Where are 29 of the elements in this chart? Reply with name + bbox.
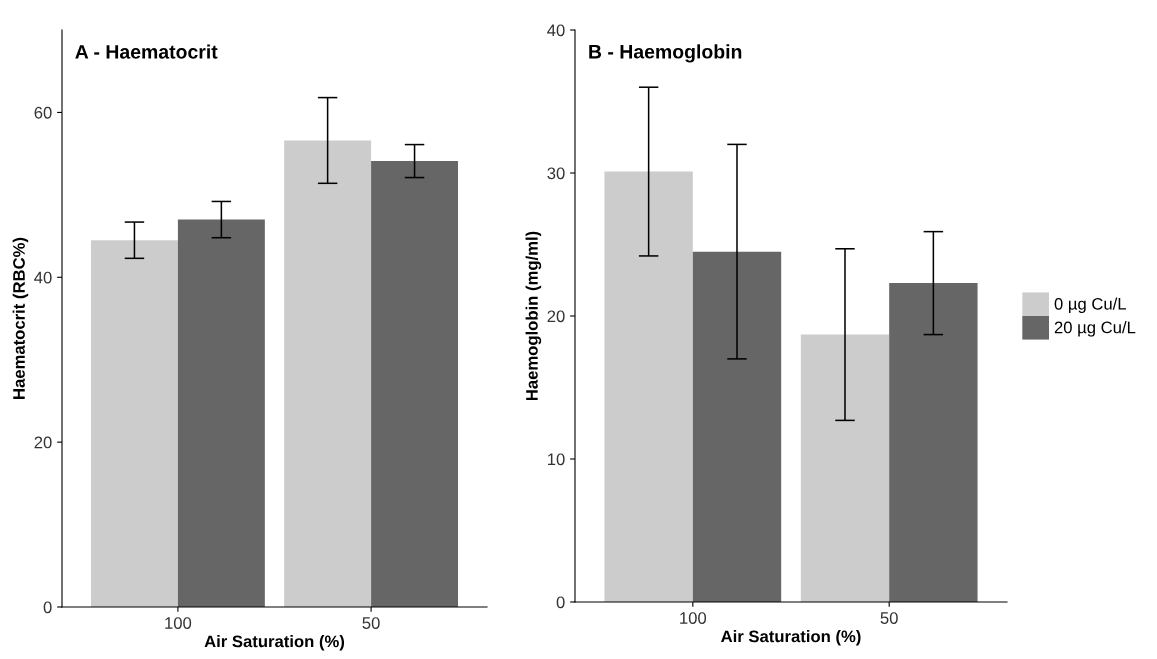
x-tick-label: 100: [165, 617, 192, 629]
x-tick-label: 100: [680, 612, 707, 624]
bar: [284, 140, 372, 607]
legend-label: 20 µg Cu/L: [1054, 321, 1136, 337]
y-tick-label: 60: [34, 106, 52, 119]
y-tick-label: 0: [43, 601, 52, 614]
x-axis-title: Air Saturation (%): [721, 630, 861, 646]
bar: [90, 240, 178, 607]
y-tick-label: 10: [548, 453, 565, 466]
y-tick-label: 30: [547, 167, 565, 180]
text: B - Haemoglobin: [589, 44, 742, 63]
x-tick-label: 50: [880, 612, 898, 624]
y-tick-label: 40: [547, 24, 565, 37]
x-axis-title: Air Saturation (%): [204, 635, 345, 651]
bar: [800, 334, 890, 602]
bar: [604, 171, 693, 602]
y-tick-label: 0: [556, 596, 565, 609]
y-axis-title: Haematocrit (RBC%): [12, 237, 29, 399]
legend-label: 0 µg Cu/L: [1054, 297, 1127, 314]
y-axis-title: Haemoglobin (mg/ml): [525, 231, 542, 401]
bar: [692, 251, 782, 602]
y-tick-label: 20: [547, 310, 565, 323]
text: A - Haematocrit: [75, 44, 218, 59]
bar: [177, 219, 265, 607]
x-tick-label: 50: [362, 617, 380, 629]
bar: [371, 161, 459, 607]
y-tick-label: 40: [34, 271, 52, 284]
bar: [889, 283, 978, 602]
y-tick-label: 20: [34, 436, 52, 449]
